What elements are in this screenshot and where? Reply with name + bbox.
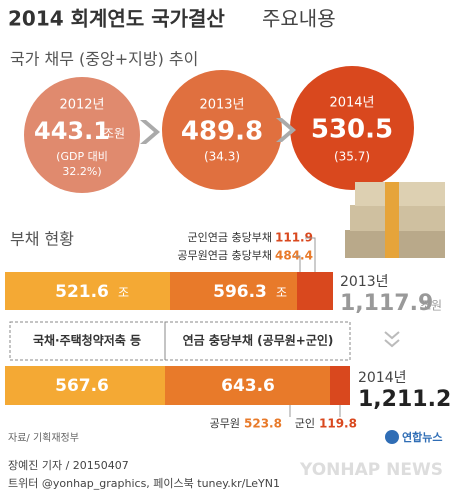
source: 자료/ 기획재정부	[8, 432, 79, 444]
circle-2013	[162, 70, 282, 190]
circle-2014	[290, 66, 414, 190]
bar-value: 596.3	[213, 282, 267, 302]
logo-icon	[385, 430, 399, 444]
bar-segment	[165, 366, 330, 405]
bar-value: 643.6	[221, 376, 275, 396]
part-value: 523.8	[244, 417, 282, 431]
social: 트위터 @yonhap_graphics, 페이스북 tuney.kr/LeYN…	[8, 477, 280, 490]
part-value: 119.8	[319, 417, 357, 431]
legend-label: 군인연금 충당부채	[188, 231, 272, 244]
year: 2013년	[199, 98, 244, 113]
year: 2012년	[59, 98, 104, 113]
leader	[289, 405, 341, 417]
title: 2014 회계연도 국가결산	[8, 7, 225, 31]
bar-unit: 조	[276, 286, 287, 300]
year: 2014년	[329, 96, 374, 111]
bar-segment	[297, 272, 333, 310]
year: 2014년	[358, 370, 407, 386]
money-stack	[345, 182, 445, 258]
category: 연금 충당부채 (공무원+군인)	[183, 333, 334, 348]
part-label: 군인	[295, 417, 315, 430]
section-title: 부채 현황	[10, 230, 74, 249]
bar-segment	[170, 272, 297, 310]
amount: 443.1	[34, 117, 110, 145]
bar-segment	[330, 366, 350, 405]
legend-label: 공무원연금 충당부채	[177, 249, 272, 262]
note: 32.2%)	[62, 165, 101, 178]
unit: 조원	[103, 127, 125, 141]
bar-segment	[5, 366, 165, 405]
legend-value: 484.4	[275, 249, 313, 263]
bar-value: 521.6	[55, 282, 109, 302]
bar-value: 567.6	[55, 376, 109, 396]
bar-segment	[5, 272, 170, 310]
logo: 연합뉴스	[402, 430, 442, 444]
note: (35.7)	[334, 150, 370, 164]
byline: 장예진 기자 / 20150407	[8, 459, 129, 472]
subtitle: 국가 채무 (중앙+지방) 추이	[10, 50, 198, 69]
legend-value: 111.9	[275, 231, 313, 245]
dashed-box	[164, 321, 351, 361]
part-label: 공무원	[210, 417, 240, 430]
down-arrow	[384, 331, 400, 348]
circle-2012	[24, 77, 140, 193]
amount: 530.5	[311, 115, 393, 145]
note: (34.3)	[204, 150, 240, 164]
total: 1,211.2	[358, 387, 451, 412]
total-unit: 조원	[420, 299, 442, 313]
year: 2013년	[340, 274, 389, 290]
note: (GDP 대비	[56, 150, 108, 163]
total: 1,117.9	[340, 291, 433, 316]
watermark: YONHAP NEWS	[299, 460, 443, 480]
leader	[295, 237, 316, 272]
category: 국채·주택청약저축 등	[33, 333, 141, 348]
bar-unit: 조	[118, 286, 129, 300]
amount: 489.8	[181, 117, 263, 147]
chevron	[140, 120, 160, 144]
title-suffix: 주요내용	[262, 7, 336, 31]
chevron	[276, 118, 296, 142]
dashed-box	[9, 321, 166, 361]
